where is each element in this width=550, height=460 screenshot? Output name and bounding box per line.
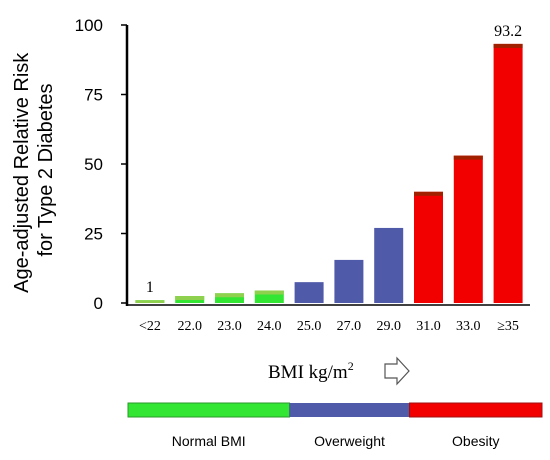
bar-overweight: [294, 282, 324, 303]
bar-overweight: [334, 259, 364, 303]
bar-cap: [493, 43, 523, 48]
y-tick-label: 0: [94, 294, 103, 313]
bar-overweight: [374, 227, 404, 303]
bar-cap: [175, 296, 205, 301]
legend-label-obesity: Obesity: [452, 433, 499, 449]
data-labels: 193.2: [146, 23, 522, 296]
x-tick-label: ≥35: [497, 319, 519, 334]
bar-cap: [215, 293, 244, 298]
x-tick-label: 27.0: [337, 319, 362, 334]
y-axis-title: Age-adjusted Relative Risk for Type 2 Di…: [11, 47, 57, 293]
x-tick-label: 33.0: [456, 319, 481, 334]
y-tick-label: 25: [84, 225, 103, 244]
bar-normal: [215, 293, 244, 303]
y-axis-title-line1: Age-adjusted Relative Risk: [11, 52, 33, 293]
bar-obesity: [493, 43, 523, 304]
bar-cap: [135, 300, 165, 303]
bar-obesity: [414, 191, 443, 303]
x-axis-title-superscript: 2: [348, 359, 354, 373]
y-axis-title-line2: for Type 2 Diabetes: [35, 83, 57, 256]
data-label: 93.2: [494, 23, 522, 40]
bar-cap: [453, 155, 483, 160]
x-tick-label: 25.0: [297, 319, 322, 334]
x-tick-label: 24.0: [257, 319, 282, 334]
bars-group: [135, 43, 523, 304]
y-tick-label: 50: [84, 155, 103, 174]
legend-swatch-overweight: [289, 403, 410, 417]
bar-obesity: [453, 155, 483, 303]
x-axis-title: BMI kg/m2: [268, 359, 354, 383]
x-tick-label: <22: [139, 319, 161, 334]
y-axis-ticks: 0 25 50 75 100: [75, 16, 127, 313]
y-tick-label: 75: [84, 86, 103, 105]
x-tick-label: 22.0: [177, 319, 202, 334]
legend-label-normal: Normal BMI: [172, 433, 246, 449]
legend: Normal BMI Overweight Obesity: [127, 402, 543, 449]
x-tick-label: 23.0: [217, 319, 242, 334]
x-axis-ticks: <22 22.0 23.0 24.0 25.0 27.0 29.0 31.0 33.0 ≥35: [139, 319, 519, 334]
x-tick-label: 31.0: [416, 319, 441, 334]
bar-cap: [414, 191, 443, 196]
y-tick-label: 100: [75, 16, 103, 35]
x-axis-title-text: BMI kg/m: [268, 362, 348, 383]
legend-label-overweight: Overweight: [314, 433, 385, 449]
x-tick-label: 29.0: [376, 319, 401, 334]
data-label: 1: [146, 279, 154, 296]
legend-swatch-normal: [127, 402, 290, 418]
bar-cap: [254, 290, 284, 295]
legend-swatch-obesity: [409, 402, 543, 418]
arrow-right-icon: [384, 356, 410, 386]
